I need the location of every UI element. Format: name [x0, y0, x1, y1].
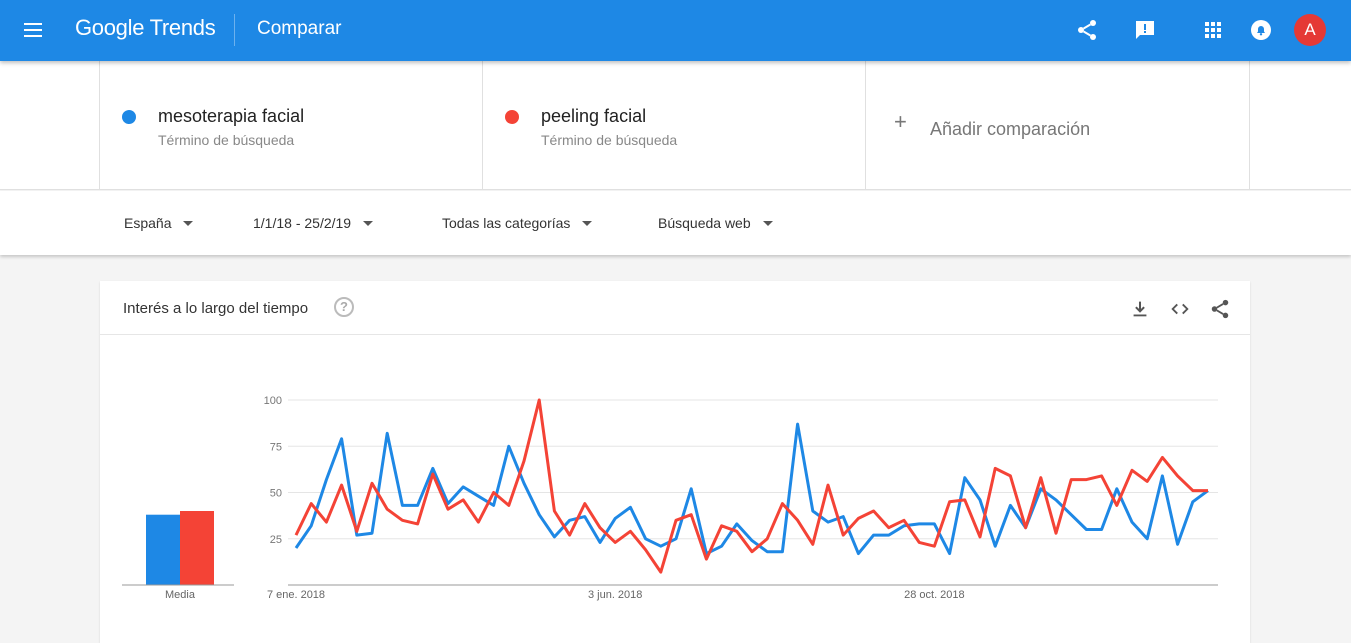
notifications-icon[interactable] — [1249, 18, 1273, 42]
apps-icon[interactable] — [1201, 18, 1225, 42]
x-tick-label: 7 ene. 2018 — [267, 589, 325, 601]
term-name: peeling facial — [541, 106, 647, 126]
term-name: mesoterapia facial — [158, 106, 305, 126]
interest-over-time-card: Interés a lo largo del tiempo ? 100 75 50 2… — [100, 281, 1250, 643]
google-trends-logo[interactable]: Google Trends — [75, 15, 216, 41]
add-comparison-button[interactable]: + Añadir comparación — [865, 61, 1250, 190]
y-tick-label: 50 — [270, 488, 282, 500]
feedback-icon[interactable] — [1133, 18, 1157, 42]
chevron-down-icon — [183, 220, 194, 226]
header-divider — [234, 14, 235, 46]
search-type-value: Búsqueda web — [658, 215, 751, 231]
y-tick-label: 25 — [270, 534, 282, 546]
logo-google: Google — [75, 15, 145, 40]
help-icon[interactable]: ? — [334, 297, 354, 317]
series-line-mesoterapia-facial — [294, 422, 1209, 556]
category-dropdown[interactable]: Todas las categorías — [442, 215, 593, 231]
card-title: Interés a lo largo del tiempo — [123, 300, 309, 317]
average-bar — [180, 511, 214, 585]
average-label: Media — [165, 589, 196, 601]
top-bar: Google Trends Comparar A — [0, 0, 1351, 61]
chevron-down-icon — [582, 220, 593, 226]
share-icon[interactable] — [1209, 298, 1231, 320]
menu-icon[interactable] — [24, 19, 46, 41]
term-type: Término de búsqueda — [541, 132, 678, 148]
y-tick-label: 75 — [270, 441, 282, 453]
download-icon[interactable] — [1129, 298, 1151, 320]
term-mesoterapia-facial[interactable]: mesoterapia facial Término de búsqueda — [99, 61, 482, 190]
chevron-down-icon — [363, 220, 374, 226]
category-value: Todas las categorías — [442, 215, 571, 231]
embed-icon[interactable] — [1169, 298, 1191, 320]
x-tick-label: 3 jun. 2018 — [588, 589, 642, 601]
logo-trends: Trends — [149, 15, 216, 40]
term-peeling-facial[interactable]: peeling facial Término de búsqueda — [482, 61, 865, 190]
share-icon[interactable] — [1075, 18, 1099, 42]
filter-bar: España 1/1/18 - 25/2/19 Todas las catego… — [0, 191, 1351, 255]
search-type-dropdown[interactable]: Búsqueda web — [658, 215, 773, 231]
date-range-dropdown[interactable]: 1/1/18 - 25/2/19 — [253, 215, 374, 231]
term-color-dot — [505, 110, 519, 124]
plus-icon: + — [894, 109, 907, 134]
comparison-terms: mesoterapia facial Término de búsqueda p… — [0, 61, 1351, 190]
page-title: Comparar — [257, 18, 342, 39]
chevron-down-icon — [762, 220, 773, 226]
series-line-peeling-facial — [294, 398, 1208, 574]
x-tick-label: 28 oct. 2018 — [904, 589, 965, 601]
interest-chart: 100 75 50 25 7 ene. 2018 3 jun. 2018 28 oct. 2… — [122, 395, 1218, 601]
y-tick-label: 100 — [264, 395, 282, 407]
average-bar — [146, 514, 180, 585]
term-color-dot — [122, 110, 136, 124]
region-dropdown[interactable]: España — [124, 215, 194, 231]
avatar[interactable]: A — [1294, 14, 1326, 46]
region-value: España — [124, 215, 172, 231]
term-type: Término de búsqueda — [158, 132, 295, 148]
date-range-value: 1/1/18 - 25/2/19 — [253, 215, 352, 231]
add-comparison-label: Añadir comparación — [930, 119, 1091, 139]
card-header: Interés a lo largo del tiempo ? — [100, 281, 1250, 335]
